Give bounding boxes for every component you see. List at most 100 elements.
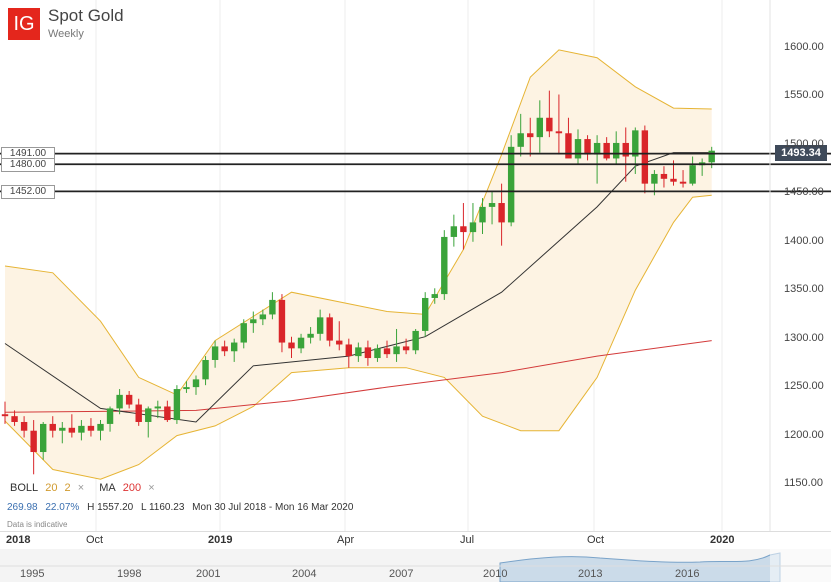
nav-label-1998: 1998 — [117, 568, 142, 580]
candle — [431, 288, 438, 304]
candle — [240, 319, 247, 349]
ma200-line — [4, 340, 712, 413]
hline-label-1452[interactable]: 1452.00 — [1, 185, 55, 199]
candle — [49, 416, 56, 438]
candle — [78, 420, 85, 441]
last-price-badge: 1493.34 — [775, 145, 827, 161]
x-label-apr: Apr — [337, 534, 355, 546]
candle — [97, 420, 104, 441]
candle — [632, 127, 639, 174]
ma-name[interactable]: MA — [99, 482, 116, 494]
navigator[interactable] — [0, 549, 831, 582]
candle — [30, 420, 37, 475]
candle — [565, 117, 572, 159]
horizontal-price-lines[interactable] — [0, 152, 831, 193]
candle — [202, 356, 209, 386]
candle — [412, 328, 419, 355]
bollinger-band-fill — [5, 49, 712, 480]
candle — [326, 313, 333, 347]
boll-remove-button[interactable]: × — [77, 482, 85, 494]
candlesticks — [1, 90, 715, 475]
candle — [40, 421, 47, 460]
data-indicative-note: Data is indicative — [7, 520, 68, 529]
ma-remove-button[interactable]: × — [148, 482, 155, 494]
candle — [154, 400, 161, 419]
candle — [87, 418, 95, 437]
candle — [603, 137, 610, 161]
candle — [555, 94, 563, 155]
candle — [288, 336, 295, 359]
candle — [297, 333, 305, 354]
candle — [393, 328, 400, 362]
candle — [402, 338, 410, 355]
x-label-jul: Jul — [460, 534, 475, 546]
candle — [20, 416, 28, 438]
price-chart[interactable] — [0, 0, 831, 531]
navigator-minichart — [0, 549, 831, 582]
change-value: 269.98 — [7, 502, 38, 513]
candle — [383, 340, 391, 359]
candle — [221, 340, 228, 357]
ig-logo: IG — [8, 8, 40, 40]
y-tick-label: 1500.00 — [784, 137, 824, 150]
nav-label-1995: 1995 — [20, 568, 45, 580]
boll-name[interactable]: BOLL — [10, 482, 39, 494]
candle — [450, 214, 458, 247]
x-label-oct: Oct — [86, 534, 104, 546]
candle — [145, 406, 152, 438]
candle — [498, 183, 505, 246]
candle — [574, 129, 582, 165]
y-tick-label: 1400.00 — [784, 234, 824, 247]
stats-row: 269.98 22.07% H 1557.20 L 1160.23 Mon 30… — [7, 502, 358, 513]
candle — [679, 170, 687, 188]
candle — [106, 406, 114, 432]
candle — [68, 414, 76, 438]
y-tick-label: 1200.00 — [784, 428, 824, 441]
candle — [364, 340, 372, 366]
candle — [173, 385, 181, 424]
y-tick-label: 1350.00 — [784, 283, 824, 296]
candle — [259, 309, 267, 326]
timeframe-label: Weekly — [48, 28, 84, 40]
candle — [536, 100, 543, 153]
candle — [441, 230, 448, 300]
bollinger-lower-line — [4, 194, 712, 480]
candle — [613, 131, 620, 165]
y-tick-label: 1450.00 — [784, 186, 824, 199]
low-value: L 1160.23 — [141, 502, 185, 513]
candle — [622, 127, 629, 182]
nav-label-2001: 2001 — [196, 568, 221, 580]
boll-period[interactable]: 20 — [45, 482, 58, 494]
candle — [164, 400, 171, 422]
x-axis — [0, 531, 831, 551]
ma-period[interactable]: 200 — [122, 482, 142, 494]
nav-label-2004: 2004 — [292, 568, 317, 580]
x-label-2019: 2019 — [208, 534, 233, 546]
boll-dev[interactable]: 2 — [64, 482, 71, 494]
candle — [460, 203, 467, 250]
candle — [422, 292, 429, 337]
candle — [183, 381, 190, 393]
hline-label-1480[interactable]: 1480.00 — [1, 158, 55, 172]
candle — [593, 135, 601, 184]
change-percent: 22.07% — [45, 502, 80, 513]
candle — [517, 113, 524, 157]
candle — [641, 125, 649, 194]
candle — [546, 90, 553, 138]
y-tick-label: 1150.00 — [784, 477, 823, 489]
candle — [488, 191, 496, 225]
y-tick-label: 1600.00 — [784, 41, 824, 53]
nav-label-2010: 2010 — [483, 568, 508, 580]
nav-label-2016: 2016 — [675, 568, 700, 580]
candle — [125, 390, 133, 409]
candle — [345, 338, 352, 368]
candle — [269, 292, 276, 320]
candle — [479, 198, 486, 235]
candle — [11, 410, 18, 426]
candle — [135, 398, 142, 426]
indicator-bar: BOLL 20 2 × MA 200 × — [10, 482, 159, 494]
candle — [1, 401, 9, 424]
candle — [584, 135, 591, 161]
y-tick-label: 1250.00 — [784, 380, 824, 393]
high-value: H 1557.20 — [87, 502, 134, 513]
